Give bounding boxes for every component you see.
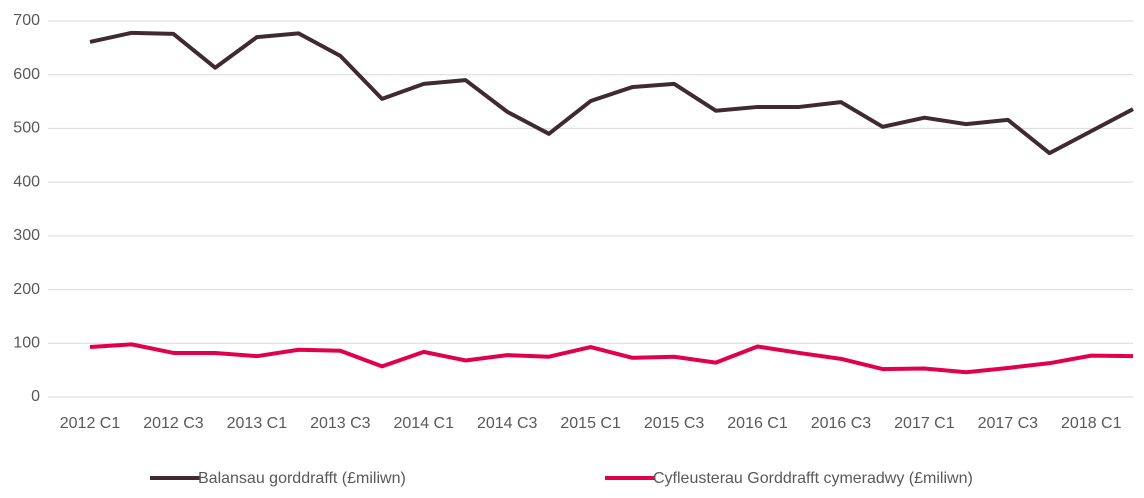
legend-label: Cyfleusterau Gorddrafft cymeradwy (£mili…	[653, 470, 973, 487]
y-tick-label: 600	[13, 66, 40, 83]
x-tick-label: 2012 C1	[60, 415, 121, 432]
legend-label: Balansau gorddrafft (£miliwn)	[198, 470, 406, 487]
x-tick-label: 2014 C1	[394, 415, 455, 432]
x-tick-label: 2017 C3	[978, 415, 1039, 432]
x-tick-label: 2013 C1	[227, 415, 288, 432]
y-tick-label: 300	[13, 227, 40, 244]
x-tick-label: 2013 C3	[310, 415, 371, 432]
y-tick-label: 700	[13, 12, 40, 29]
y-tick-label: 0	[31, 388, 40, 405]
x-tick-label: 2012 C3	[143, 415, 204, 432]
series-line	[89, 342, 1134, 375]
y-tick-label: 400	[13, 173, 40, 190]
x-tick-label: 2016 C1	[727, 415, 788, 432]
x-tick-label: 2017 C1	[894, 415, 955, 432]
x-tick-label: 2014 C3	[477, 415, 538, 432]
y-tick-label: 500	[13, 120, 40, 137]
x-tick-label: 2016 C3	[811, 415, 872, 432]
x-tick-label: 2015 C3	[644, 415, 705, 432]
series-line	[89, 30, 1134, 156]
y-tick-label: 200	[13, 281, 40, 298]
x-tick-label: 2018 C1	[1061, 415, 1122, 432]
x-tick-label: 2015 C1	[560, 415, 621, 432]
y-tick-label: 100	[13, 335, 40, 352]
